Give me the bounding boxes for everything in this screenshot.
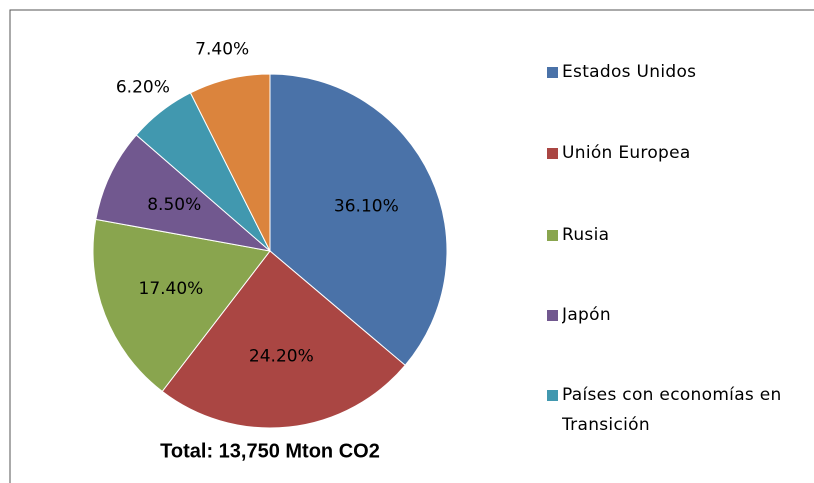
data-label: 6.20% [116, 78, 170, 98]
legend-item: Países con economías en Transición [562, 385, 782, 435]
pie-slice [92, 218, 271, 393]
data-label: 8.50% [147, 195, 201, 215]
legend-label: Estados Unidos [562, 62, 697, 82]
legend-item: Unión Europea [562, 143, 691, 163]
legend-label: Países con economías en Transición [562, 385, 782, 435]
data-label: 7.40% [195, 40, 249, 60]
legend-swatch [547, 390, 558, 401]
data-label: 24.20% [249, 347, 314, 367]
legend-swatch [547, 148, 558, 159]
legend-swatch [547, 310, 558, 321]
pie-slice [269, 73, 448, 366]
legend-item: Japón [562, 305, 611, 325]
pie-slice [161, 250, 406, 429]
legend-label: Japón [562, 305, 611, 325]
legend-item: Rusia [562, 225, 610, 245]
legend-item: Estados Unidos [562, 62, 697, 82]
data-label: 36.10% [334, 196, 399, 216]
total-annotation: Total: 13,750 Mton CO2 [160, 440, 380, 462]
chart-border [9, 9, 814, 483]
pie-slice [189, 73, 271, 252]
data-label: 17.40% [139, 279, 204, 299]
legend-label: Unión Europea [562, 143, 691, 163]
legend-swatch [547, 230, 558, 241]
pie-slice [95, 134, 272, 252]
legend-swatch [547, 67, 558, 78]
legend-label: Rusia [562, 225, 610, 245]
